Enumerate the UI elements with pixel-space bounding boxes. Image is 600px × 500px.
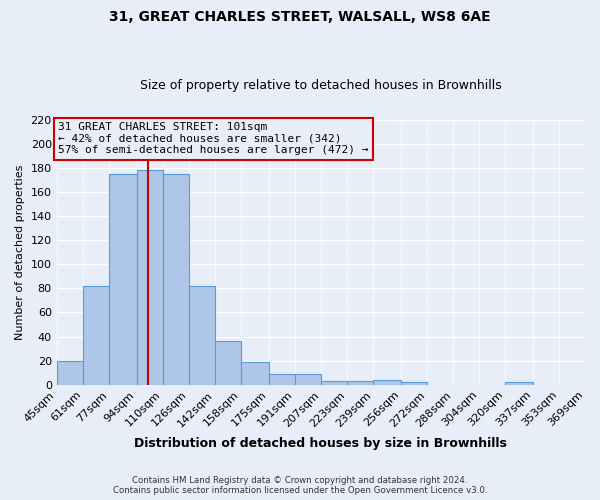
- Bar: [321, 381, 347, 385]
- Bar: [373, 380, 401, 385]
- Bar: [241, 362, 269, 385]
- Text: Contains HM Land Registry data © Crown copyright and database right 2024.
Contai: Contains HM Land Registry data © Crown c…: [113, 476, 487, 495]
- Bar: [505, 382, 533, 385]
- Bar: [137, 170, 163, 385]
- Bar: [109, 174, 137, 385]
- Bar: [401, 382, 427, 385]
- Bar: [189, 286, 215, 385]
- X-axis label: Distribution of detached houses by size in Brownhills: Distribution of detached houses by size …: [134, 437, 507, 450]
- Bar: [269, 374, 295, 385]
- Bar: [163, 174, 189, 385]
- Bar: [295, 374, 321, 385]
- Title: Size of property relative to detached houses in Brownhills: Size of property relative to detached ho…: [140, 79, 502, 92]
- Text: 31 GREAT CHARLES STREET: 101sqm
← 42% of detached houses are smaller (342)
57% o: 31 GREAT CHARLES STREET: 101sqm ← 42% of…: [58, 122, 369, 155]
- Y-axis label: Number of detached properties: Number of detached properties: [15, 164, 25, 340]
- Bar: [83, 286, 109, 385]
- Bar: [215, 342, 241, 385]
- Bar: [347, 381, 373, 385]
- Bar: [56, 360, 83, 385]
- Text: 31, GREAT CHARLES STREET, WALSALL, WS8 6AE: 31, GREAT CHARLES STREET, WALSALL, WS8 6…: [109, 10, 491, 24]
